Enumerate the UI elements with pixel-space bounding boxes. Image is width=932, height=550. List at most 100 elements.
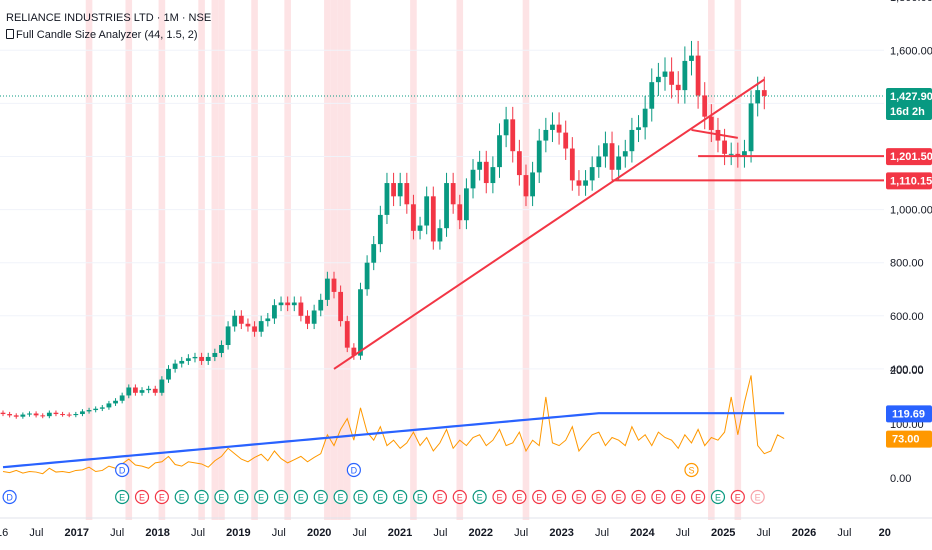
- candle-body: [761, 90, 767, 96]
- highlight-band: [85, 0, 93, 520]
- highlight-band: [218, 0, 225, 520]
- event-markers: D D D S E E E E E E E E E E E E E E E E E E E E E E E E E E E E E E E E E: [2, 462, 765, 505]
- event-marker-circle: [551, 489, 567, 505]
- event-marker-circle: [452, 489, 467, 505]
- event-marker-letter: E: [179, 493, 185, 503]
- candle-body: [516, 151, 522, 176]
- event-marker-circle: [2, 489, 17, 505]
- x-tick-label: 2018: [145, 527, 169, 539]
- candle-body: [722, 140, 727, 154]
- candle-body: [238, 315, 244, 324]
- event-marker-letter: E: [318, 493, 324, 503]
- event-marker-circle: [174, 489, 189, 505]
- candles: [0, 40, 767, 419]
- volatility-line: [2, 375, 785, 475]
- candle-body: [477, 161, 483, 170]
- event-marker-letter: E: [556, 493, 562, 503]
- highlight-band: [330, 0, 338, 520]
- event-marker-circle: [273, 489, 289, 505]
- price-label: 1,427.90: [890, 91, 932, 103]
- candle-body: [450, 183, 456, 205]
- event-marker-letter: S: [688, 466, 694, 476]
- candle-body: [742, 151, 747, 157]
- candle-body: [73, 414, 79, 416]
- candle-body: [113, 400, 118, 404]
- candle-body: [556, 124, 562, 133]
- highlight-band: [211, 0, 219, 520]
- price-label-box: [886, 87, 932, 120]
- event-marker-letter: E: [278, 493, 284, 503]
- event-marker-circle: [532, 489, 547, 505]
- candle-body: [550, 124, 555, 130]
- candle-body: [338, 291, 344, 322]
- x-tick-label: 2016: [0, 527, 8, 539]
- event-marker-circle: [333, 489, 348, 505]
- legend: RELIANCE INDUSTRIES LTD · 1M · NSE Full …: [6, 10, 211, 44]
- event-marker-circle: [512, 489, 527, 505]
- candle-body: [152, 388, 158, 393]
- candle-body: [99, 407, 105, 409]
- lower-label: 73.00: [892, 434, 920, 446]
- candle-body: [192, 356, 198, 359]
- candle-body: [490, 167, 496, 184]
- highlight-band: [337, 0, 344, 520]
- candle-body: [311, 310, 317, 324]
- candle-body: [40, 415, 46, 417]
- candle-body: [119, 395, 125, 401]
- candle-body: [616, 156, 622, 170]
- candle-body: [344, 321, 350, 348]
- event-marker-letter: E: [636, 493, 642, 503]
- event-marker-circle: [750, 489, 765, 505]
- candle-body: [33, 413, 39, 416]
- candle-body: [0, 412, 6, 415]
- candle-body: [13, 415, 19, 417]
- event-marker-circle: [293, 489, 308, 505]
- candle-body: [66, 414, 72, 416]
- candle-body: [629, 129, 635, 152]
- candle-body: [20, 414, 26, 417]
- highlight-band: [522, 0, 530, 520]
- x-tick-label: Jul: [29, 527, 43, 539]
- event-marker-circle: [432, 489, 448, 505]
- event-marker-circle: [115, 489, 130, 505]
- candle-body: [523, 175, 529, 197]
- candle-body: [139, 390, 145, 393]
- symbol-title[interactable]: RELIANCE INDUSTRIES LTD · 1M · NSE: [6, 12, 212, 24]
- price-label-box: [886, 148, 932, 166]
- candle-body: [46, 412, 52, 417]
- event-marker-circle: [373, 489, 388, 505]
- event-marker-letter: E: [477, 493, 483, 503]
- candle-body: [53, 412, 59, 415]
- event-marker-letter: E: [576, 493, 582, 503]
- candle-body: [371, 244, 377, 263]
- candle-body: [384, 183, 390, 215]
- event-marker-letter: E: [357, 493, 363, 503]
- indicator-legend[interactable]: Full Candle Size Analyzer (44, 1.5, 2): [6, 27, 211, 44]
- candle-body: [702, 95, 708, 117]
- x-tick-label: Jul: [676, 527, 690, 539]
- drawings: [333, 78, 884, 370]
- candle-body: [377, 214, 383, 245]
- event-marker-circle: [353, 489, 368, 505]
- x-tick-label: Jul: [595, 527, 609, 539]
- lower-tick-label: 200.00: [890, 365, 924, 377]
- event-marker-letter: E: [338, 493, 344, 503]
- price-label: 1,201.50: [890, 151, 932, 163]
- candle-body: [172, 363, 178, 369]
- x-tick-label: 2020: [307, 527, 331, 539]
- candle-body: [258, 321, 264, 332]
- candle-body: [576, 180, 582, 186]
- x-tick-label: Jul: [110, 527, 124, 539]
- candle-body: [470, 169, 476, 189]
- event-marker-circle: [492, 489, 507, 505]
- event-marker-circle: [730, 489, 745, 505]
- candle-body: [404, 183, 410, 205]
- trendline: [333, 78, 765, 370]
- event-marker-letter: E: [218, 493, 224, 503]
- event-marker-letter: D: [351, 466, 358, 476]
- candle-body: [411, 204, 416, 231]
- candle-body: [199, 356, 204, 361]
- candle-body: [649, 82, 655, 109]
- candle-body: [503, 119, 509, 136]
